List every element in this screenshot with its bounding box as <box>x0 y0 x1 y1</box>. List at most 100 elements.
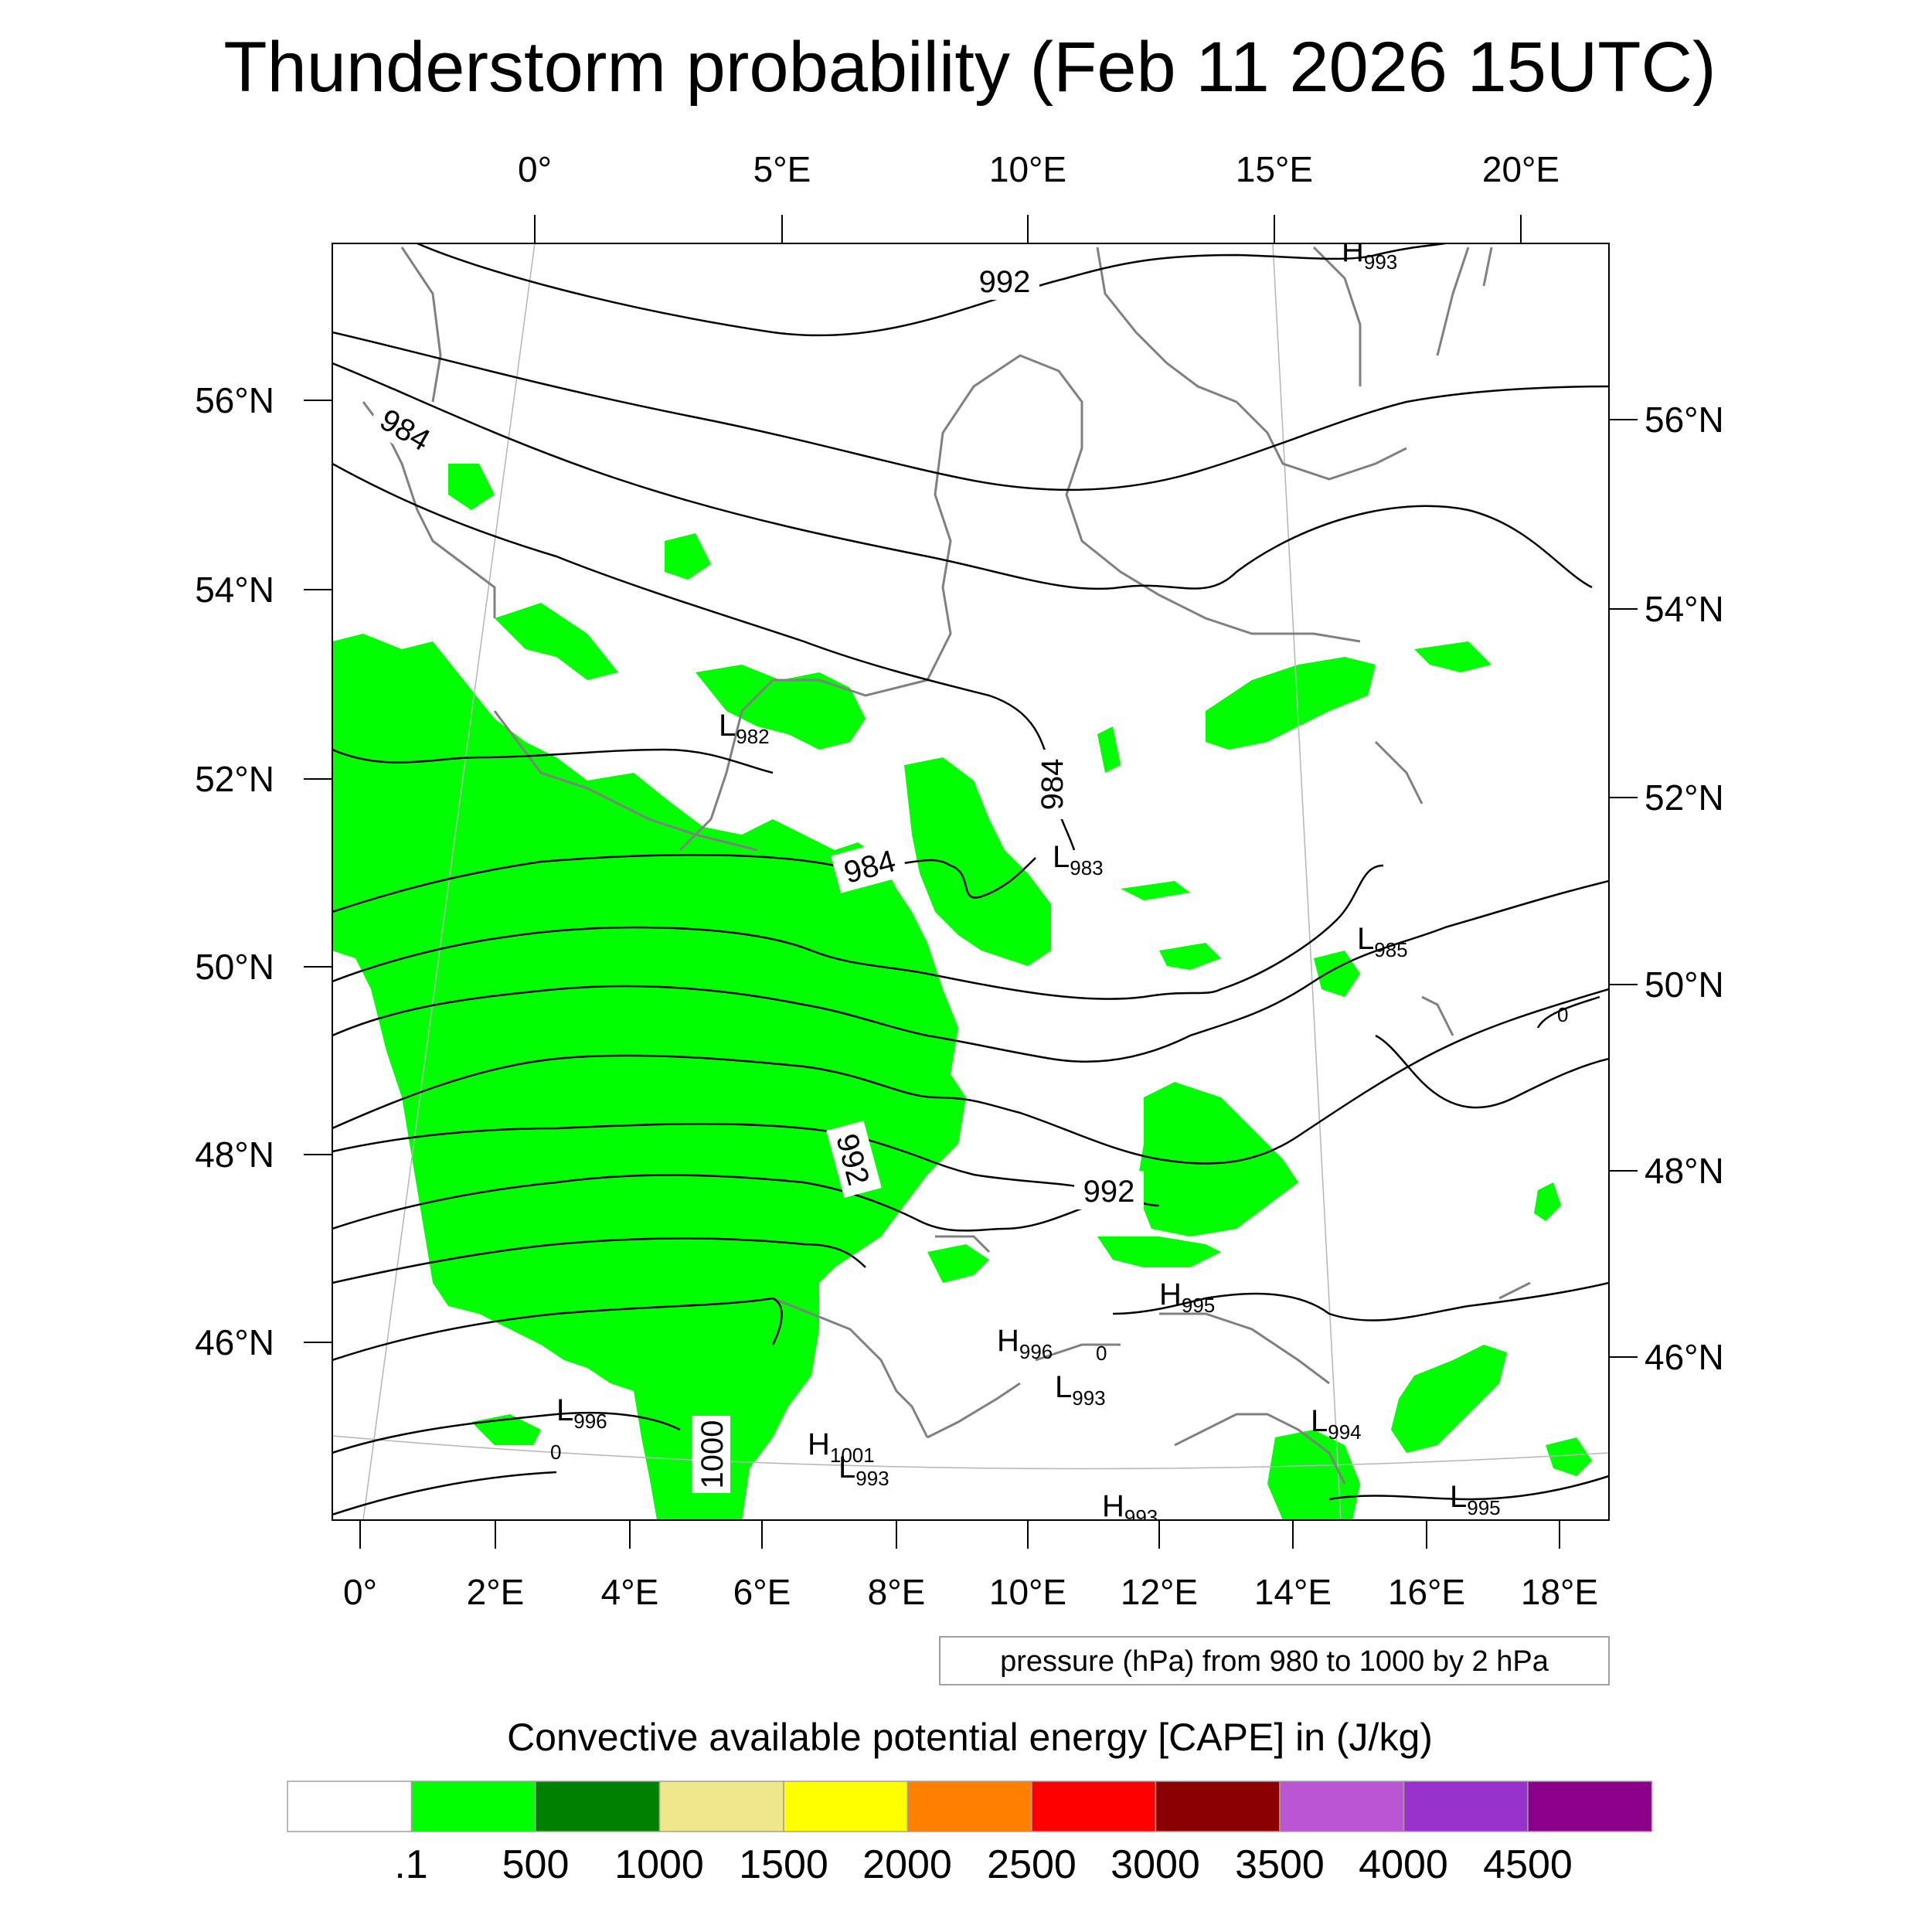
colorbar-label: 4500 <box>1483 1842 1573 1887</box>
axis-label: 2°E <box>467 1572 525 1612</box>
colorbar-title: Convective available potential energy [C… <box>507 1716 1433 1759</box>
axis-label: 15°E <box>1236 149 1313 189</box>
colorbar <box>287 1781 1653 1832</box>
zero-label: 0 <box>550 1440 561 1464</box>
isobar-line <box>1536 995 1600 1029</box>
cape-region-alps <box>1097 1236 1221 1267</box>
pressure-center: L982 <box>719 709 770 748</box>
pressure-center: H1001 <box>808 1427 875 1467</box>
cape-region-east-right <box>1534 1182 1561 1221</box>
axis-label: 50°N <box>1645 964 1724 1005</box>
cape-region-germany-central <box>904 757 1051 966</box>
axis-label: 12°E <box>1121 1572 1198 1612</box>
isobar-line <box>417 243 1446 337</box>
colorbar-swatch <box>1279 1781 1405 1832</box>
isobar-label: 984 <box>1036 759 1070 811</box>
axis-label: 46°N <box>1645 1337 1724 1377</box>
axis-label: 10°E <box>989 149 1066 189</box>
axis-label: 48°N <box>195 1134 274 1175</box>
chart-title: Thunderstorm probability (Feb 11 2026 15… <box>223 28 1716 107</box>
isobar-label: 1000 <box>696 1420 730 1489</box>
colorbar-label: 1000 <box>614 1842 704 1887</box>
isobar-line <box>1328 1475 1609 1501</box>
cape-region-west <box>332 634 966 1520</box>
cape-region-hungary <box>1391 1345 1507 1453</box>
cape-region-italy-north <box>927 1244 989 1283</box>
isobar-line <box>332 864 1384 1000</box>
colorbar-swatch <box>906 1781 1032 1832</box>
colorbar-swatch <box>287 1781 413 1832</box>
colorbar-label: 3000 <box>1111 1842 1200 1887</box>
map-panel: 992 984 984 984 992 992 1000 H993 L982 L… <box>332 243 1609 1520</box>
axis-label: 14°E <box>1254 1572 1332 1612</box>
axis-label: 48°N <box>1645 1151 1724 1191</box>
axis-label: 56°N <box>195 380 274 420</box>
isobar-line <box>332 748 774 774</box>
pressure-center: L995 <box>1450 1480 1501 1519</box>
cape-region-northsea-2 <box>665 533 711 580</box>
cape-region-baltic-2 <box>1097 726 1121 773</box>
graticule <box>332 243 1609 1520</box>
isobar-line <box>1112 1281 1609 1321</box>
isobar-label: 992 <box>1083 1175 1135 1209</box>
axis-label: 54°N <box>1645 589 1724 629</box>
cape-region-poland <box>1206 657 1376 750</box>
colorbar-label: 4000 <box>1359 1842 1448 1887</box>
contour-note-box <box>939 1636 1610 1685</box>
pressure-center: L996 <box>556 1393 607 1433</box>
colorbar-swatch <box>1031 1781 1157 1832</box>
right-latitude-labels: 56°N 54°N 52°N 50°N 48°N 46°N <box>1645 400 1724 1377</box>
contour-note: pressure (hPa) from 980 to 1000 by 2 hPa <box>1000 1645 1549 1678</box>
isobar-label: 992 <box>979 265 1031 299</box>
isobar-line <box>332 331 1609 492</box>
pressure-center: L985 <box>1357 922 1408 961</box>
axis-label: 10°E <box>989 1572 1066 1612</box>
axis-label: 0° <box>518 149 552 189</box>
cape-region-northsea-3 <box>448 464 495 510</box>
left-latitude-labels: 56°N 54°N 52°N 50°N 48°N 46°N <box>195 380 274 1362</box>
colorbar-swatch <box>783 1781 909 1832</box>
bottom-longitude-labels: 0° 2°E 4°E 6°E 8°E 10°E 12°E 14°E 16°E 1… <box>343 1572 1598 1612</box>
isobar-line <box>332 1297 783 1362</box>
pressure-center: L994 <box>1311 1404 1362 1444</box>
colorbar-label: 500 <box>502 1842 570 1887</box>
axis-label: 54°N <box>195 570 274 610</box>
cape-region-central-strip <box>1121 881 1190 900</box>
cape-region-baltic-1 <box>1414 641 1492 672</box>
map-frame <box>332 243 1610 1521</box>
colorbar-swatch <box>410 1781 536 1832</box>
pressure-centers: H993 L982 L983 L985 H995 H996 L993 L996 … <box>556 243 1501 1520</box>
pressure-center: H995 <box>1159 1277 1215 1317</box>
axis-label: 46°N <box>195 1322 274 1362</box>
axis-label: 16°E <box>1388 1572 1465 1612</box>
axis-label: 20°E <box>1482 149 1560 189</box>
pressure-center: H996 <box>997 1324 1053 1363</box>
axis-label: 0° <box>343 1572 377 1612</box>
colorbar-label: 1500 <box>739 1842 828 1887</box>
axis-label: 56°N <box>1645 400 1724 440</box>
axis-label: 5°E <box>753 149 811 189</box>
axis-label: 6°E <box>733 1572 791 1612</box>
pressure-center: L993 <box>1055 1370 1106 1410</box>
coastlines <box>362 246 1531 1485</box>
colorbar-swatch <box>1403 1781 1529 1832</box>
colorbar-swatch <box>1527 1781 1653 1832</box>
tick-marks <box>304 215 1638 1549</box>
isobar-line <box>332 1174 1114 1232</box>
isobar-line <box>332 988 1609 1165</box>
pressure-center: L983 <box>1053 840 1104 879</box>
zero-label: 0 <box>1557 1003 1568 1026</box>
cape-region-frankfurt <box>1159 943 1221 970</box>
colorbar-label: 2000 <box>862 1842 952 1887</box>
isobar-labels: 992 984 984 984 992 992 1000 <box>366 261 1144 1493</box>
axis-label: 52°N <box>1645 777 1724 818</box>
axis-label: 52°N <box>195 759 274 799</box>
isobar-line <box>332 1471 557 1516</box>
colorbar-swatch <box>1155 1781 1281 1832</box>
isobar-line <box>332 1237 866 1284</box>
colorbar-swatch <box>658 1781 784 1832</box>
pressure-center: L993 <box>838 1451 889 1490</box>
isobar-line <box>332 1411 681 1454</box>
cape-region-czech <box>1136 1082 1298 1236</box>
